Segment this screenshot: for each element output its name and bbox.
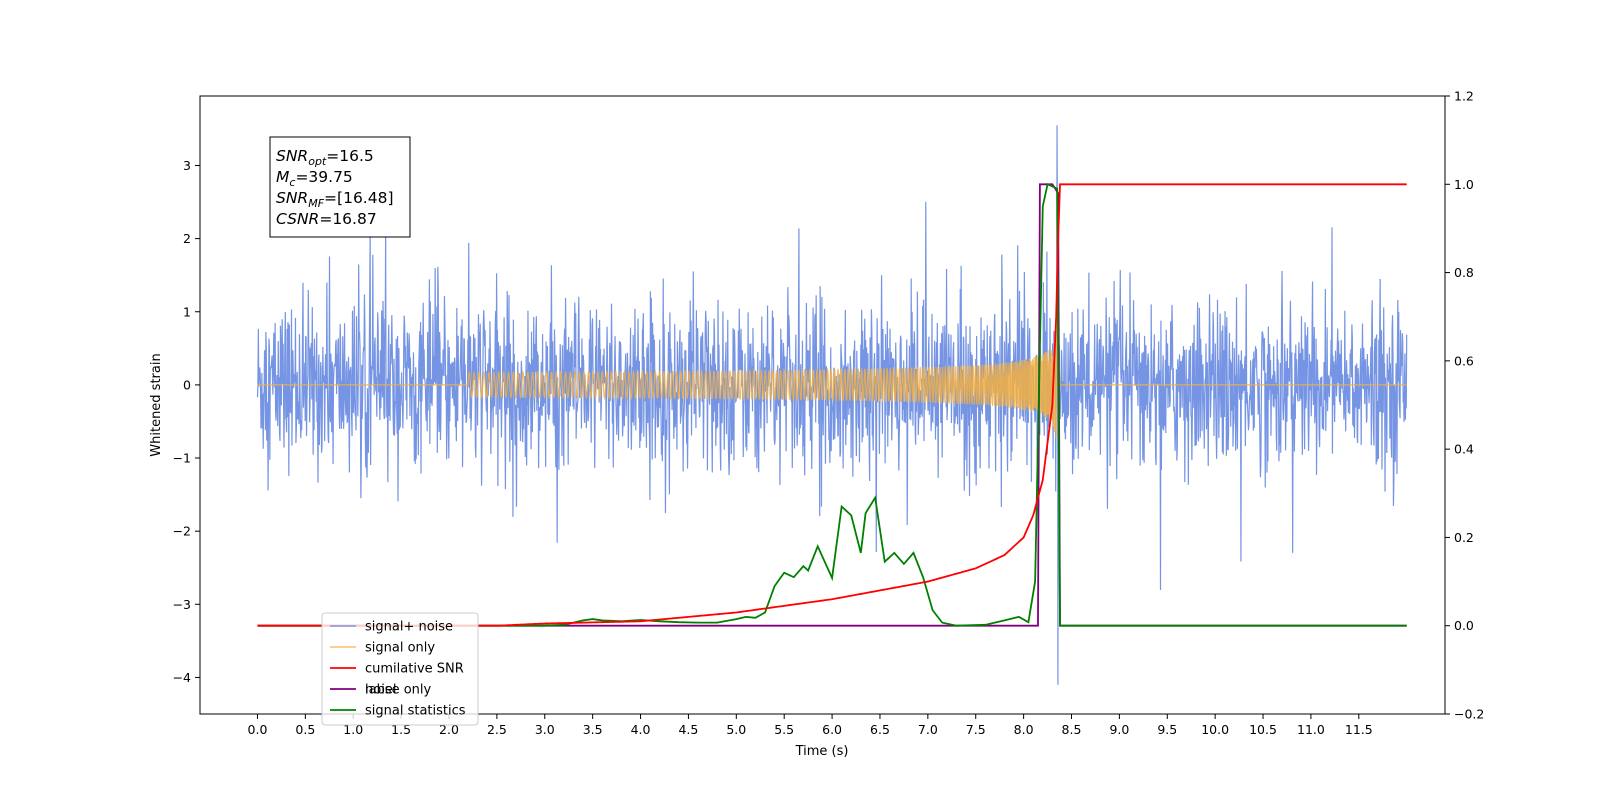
legend-frame [321, 612, 479, 726]
y-left-tick-label: −3 [173, 597, 191, 612]
legend-entry: noise only [365, 683, 432, 698]
x-tick-label: 11.5 [1345, 722, 1373, 737]
annotation-line: SNRMF=[16.48] [276, 189, 394, 210]
annotation-box-frame [269, 136, 411, 238]
y-left-tick-label: −1 [173, 451, 191, 466]
x-tick-label: 0.0 [248, 722, 268, 737]
x-tick-label: 1.0 [343, 722, 363, 737]
series-line-signal-only [257, 315, 1407, 439]
x-tick-label: 4.5 [678, 722, 698, 737]
x-tick-label: 8.5 [1062, 722, 1082, 737]
x-tick-label: 10.0 [1201, 722, 1229, 737]
x-tick-label: 8.0 [1014, 722, 1034, 737]
y-right-tick-label: −0.2 [1454, 707, 1484, 722]
y-left-tick-label: 2 [183, 231, 191, 246]
x-tick-label: 4.0 [631, 722, 651, 737]
x-tick-label: 3.0 [535, 722, 555, 737]
x-tick-label: 9.0 [1109, 722, 1129, 737]
y-right-tick-label: 0.8 [1454, 265, 1474, 280]
x-tick-label: 1.5 [391, 722, 411, 737]
y-right-tick-label: 1.2 [1454, 89, 1474, 104]
x-tick-label: 6.5 [870, 722, 890, 737]
y-left-tick-label: −2 [173, 524, 191, 539]
x-tick-label: 0.5 [295, 722, 315, 737]
x-tick-label: 11.0 [1297, 722, 1325, 737]
x-tick-label: 6.0 [822, 722, 842, 737]
series-line-signal-plus-noise [256, 125, 1408, 685]
x-tick-label: 3.5 [583, 722, 603, 737]
annotation-line: Mc=39.75 [276, 168, 353, 189]
y-left-tick-label: 0 [183, 377, 191, 392]
legend: signal+ noise signal only cumilative SNR la… [321, 612, 479, 726]
x-axis: 0.0 0.5 1.0 1.5 2.0 2.5 3.0 3.5 4.0 4.5 5.0 5.5 6.0 6… [248, 714, 1373, 737]
series-group [256, 125, 1408, 685]
x-tick-label: 10.5 [1249, 722, 1277, 737]
legend-entry: signal+ noise [365, 620, 453, 635]
x-tick-label: 5.0 [726, 722, 746, 737]
y-right-tick-label: 0.4 [1454, 442, 1474, 457]
annotation-box: SNRopt=16.5Mc=39.75SNRMF=[16.48]CSNR=16.… [269, 136, 411, 238]
x-tick-label: 2.0 [439, 722, 459, 737]
series-layer [256, 125, 1408, 685]
x-axis-title: Time (s) [795, 744, 849, 759]
x-tick-label: 2.5 [487, 722, 507, 737]
y-axis-right: 1.2 1.0 0.8 0.6 0.4 0.2 0.0 −0.2 [1445, 89, 1484, 722]
plot-frame [199, 95, 1446, 715]
y-axis-title: Whitened strain [149, 353, 164, 456]
annotation-line: SNRopt=16.5 [276, 147, 374, 168]
legend-entry: label [365, 683, 396, 698]
legend-entry: signal statistics [365, 704, 466, 719]
x-tick-label: 7.0 [918, 722, 938, 737]
legend-entry: signal only [365, 641, 435, 656]
y-left-tick-label: 1 [183, 304, 191, 319]
y-right-tick-label: 0.6 [1454, 353, 1474, 368]
annotation-line: CSNR=16.87 [276, 210, 377, 228]
y-axis-left: 3 2 1 0 −1 −2 −3 −4 [173, 158, 200, 685]
legend-entry: cumilative SNR [365, 662, 464, 677]
y-right-tick-label: 1.0 [1454, 177, 1474, 192]
y-right-tick-label: 0.2 [1454, 530, 1474, 545]
x-tick-label: 9.5 [1157, 722, 1177, 737]
x-tick-label: 5.5 [774, 722, 794, 737]
y-right-tick-label: 0.0 [1454, 618, 1474, 633]
x-tick-label: 7.5 [966, 722, 986, 737]
y-left-tick-label: 3 [183, 158, 191, 173]
y-left-tick-label: −4 [173, 670, 191, 685]
